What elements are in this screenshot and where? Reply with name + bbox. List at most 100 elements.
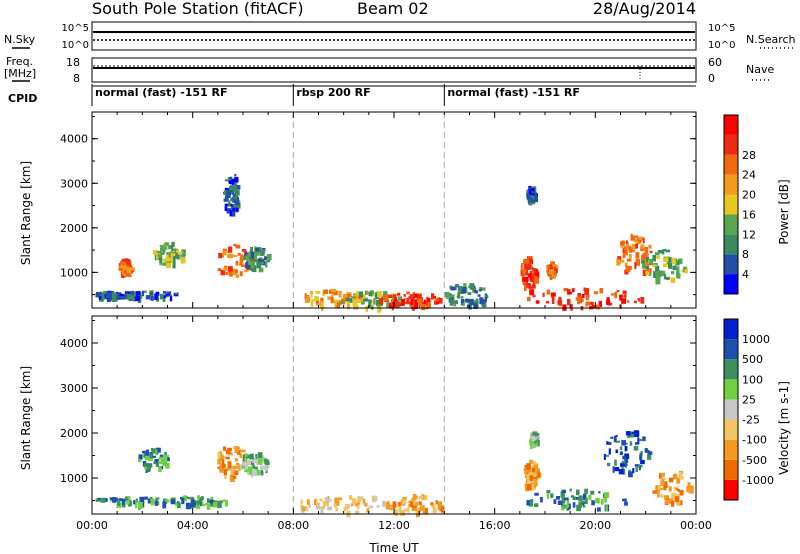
data-cell [594, 291, 599, 295]
data-cell [530, 187, 535, 191]
data-cell [475, 298, 479, 304]
data-cell [663, 481, 668, 489]
data-cell [621, 460, 626, 463]
data-cell [531, 483, 534, 490]
data-cell [482, 299, 487, 303]
data-cell [142, 450, 146, 454]
data-cell [259, 253, 264, 256]
data-cell [334, 501, 340, 506]
data-cell [469, 283, 475, 290]
data-cell [570, 304, 573, 311]
data-cell [638, 438, 644, 442]
data-cell [578, 501, 582, 509]
colorbar-segment [724, 234, 738, 255]
data-cell [401, 298, 405, 306]
colorbar-tick-label: 100 [742, 373, 763, 386]
data-cell [175, 503, 178, 506]
data-cell [604, 498, 608, 503]
data-cell [354, 305, 359, 309]
data-cell [392, 501, 397, 508]
data-cell [156, 250, 161, 254]
data-cell [549, 269, 554, 275]
data-cell [619, 446, 623, 451]
data-cell [666, 276, 670, 280]
data-cell [196, 500, 200, 506]
data-cell [546, 493, 550, 499]
data-cell [228, 271, 232, 277]
data-cell [112, 497, 117, 500]
data-cell [629, 441, 633, 446]
data-cell [608, 448, 611, 455]
data-cell [522, 269, 527, 275]
data-cell [228, 180, 233, 184]
data-cell [529, 289, 535, 296]
data-cell [460, 296, 464, 299]
data-cell [672, 257, 676, 265]
data-cell [450, 294, 455, 301]
data-cell [445, 292, 450, 297]
data-cell [246, 259, 249, 264]
data-cell [525, 280, 528, 285]
data-cell [108, 293, 113, 296]
data-cell [445, 295, 451, 299]
data-cell [191, 502, 196, 505]
data-cell [677, 489, 680, 492]
data-cell [135, 295, 141, 301]
cpid-label: CPID [8, 92, 37, 105]
data-cell [561, 501, 564, 507]
data-cell [679, 489, 684, 496]
data-cell [625, 240, 628, 244]
data-cell [347, 302, 351, 310]
data-cell [232, 196, 236, 200]
data-cell [241, 249, 247, 252]
data-cell [165, 254, 170, 259]
data-cell [551, 297, 555, 304]
data-cell [656, 255, 661, 259]
data-cell [532, 284, 536, 289]
data-cell [403, 294, 406, 297]
data-cell [635, 252, 640, 259]
data-cell [222, 248, 227, 252]
data-cell [655, 265, 660, 272]
data-cell [109, 497, 114, 500]
data-cell [344, 503, 349, 511]
data-cell [415, 501, 419, 507]
data-cell [113, 295, 117, 302]
data-cell [652, 490, 658, 494]
data-cell [439, 297, 443, 304]
data-cell [185, 502, 191, 510]
data-cell [116, 292, 120, 300]
data-cell [635, 259, 640, 266]
data-cell [612, 466, 615, 473]
data-cell [228, 468, 231, 472]
data-cell [522, 281, 527, 284]
data-cell [382, 500, 385, 507]
data-cell [608, 442, 612, 445]
data-cell [598, 300, 602, 307]
data-cell [206, 503, 211, 510]
data-cell [257, 248, 260, 256]
data-cell [207, 498, 210, 503]
colorbar-segment [724, 379, 738, 400]
data-cell [577, 293, 581, 300]
data-cell [422, 509, 427, 515]
data-cell [564, 497, 569, 501]
data-cell [334, 503, 337, 508]
data-cell [478, 289, 482, 292]
data-cell [381, 300, 386, 303]
data-cell [351, 498, 357, 504]
x-axis-label: Time UT [368, 541, 419, 554]
data-cell [531, 467, 536, 473]
data-cell [162, 262, 166, 266]
data-cell [346, 301, 351, 305]
data-cell [155, 497, 160, 500]
data-cell [610, 436, 614, 439]
colorbar-tick-label: 8 [742, 248, 749, 261]
data-cell [135, 498, 138, 503]
data-cell [251, 465, 254, 472]
data-cell [171, 248, 174, 252]
data-cell [176, 502, 181, 508]
data-cell [234, 176, 239, 183]
data-cell [530, 197, 533, 203]
